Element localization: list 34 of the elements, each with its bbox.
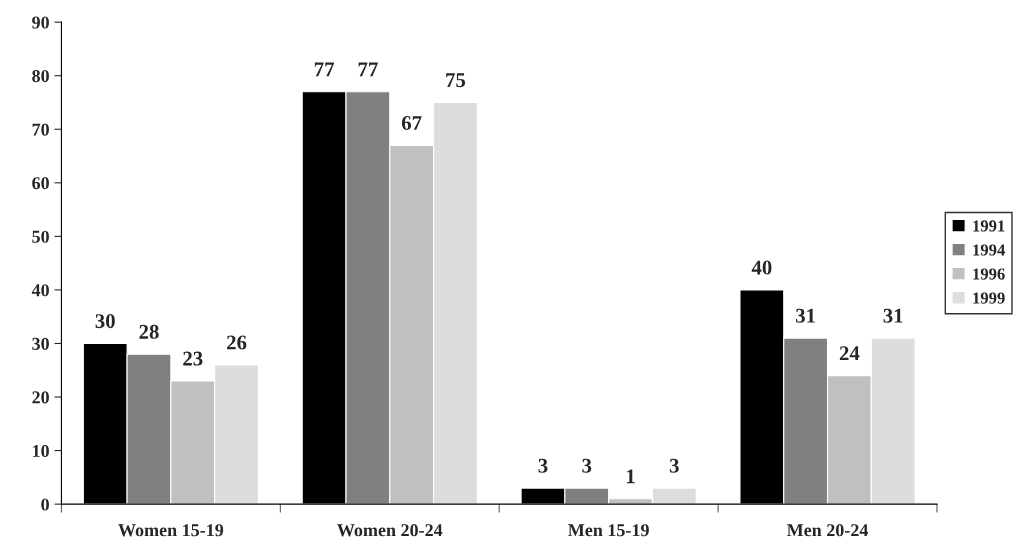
data-label: 40: [751, 260, 772, 275]
data-label: 30: [95, 314, 115, 329]
data-label: 3: [538, 458, 548, 473]
data-label: 75: [446, 73, 466, 88]
data-label: 3: [669, 458, 679, 473]
x-tick-label: Women 15-19: [118, 524, 224, 537]
y-tick-label: 0: [41, 498, 49, 511]
data-label: 1: [626, 469, 635, 484]
data-label: 23: [183, 351, 203, 366]
y-tick-label: 30: [32, 337, 49, 350]
y-tick-label: 10: [33, 444, 49, 458]
y-tick-label: 80: [32, 69, 49, 83]
data-label: 28: [139, 324, 159, 339]
legend-label: 1991: [973, 220, 1005, 232]
x-tick-label: Men 15-19: [568, 524, 649, 537]
legend-label: 1996: [973, 268, 1005, 280]
data-label: 3: [582, 458, 592, 473]
legend-label: 1999: [973, 292, 1005, 304]
data-label: 67: [401, 115, 422, 130]
x-tick-label: Men 20-24: [786, 524, 869, 537]
data-label: 24: [839, 346, 860, 361]
data-label: 26: [227, 335, 247, 350]
y-tick-label: 90: [32, 16, 49, 29]
y-tick-label: 60: [32, 177, 49, 190]
data-label: 31: [796, 308, 815, 323]
y-tick-label: 20: [32, 391, 49, 404]
data-label: 31: [883, 308, 903, 323]
legend-label: 1994: [973, 244, 1005, 256]
data-label: 77: [358, 62, 378, 77]
y-tick-label: 40: [31, 284, 49, 297]
y-tick-label: 50: [32, 230, 49, 243]
data-label: 77: [314, 62, 334, 77]
x-tick-label: Women 20-24: [337, 524, 443, 537]
y-tick-label: 70: [32, 123, 49, 136]
